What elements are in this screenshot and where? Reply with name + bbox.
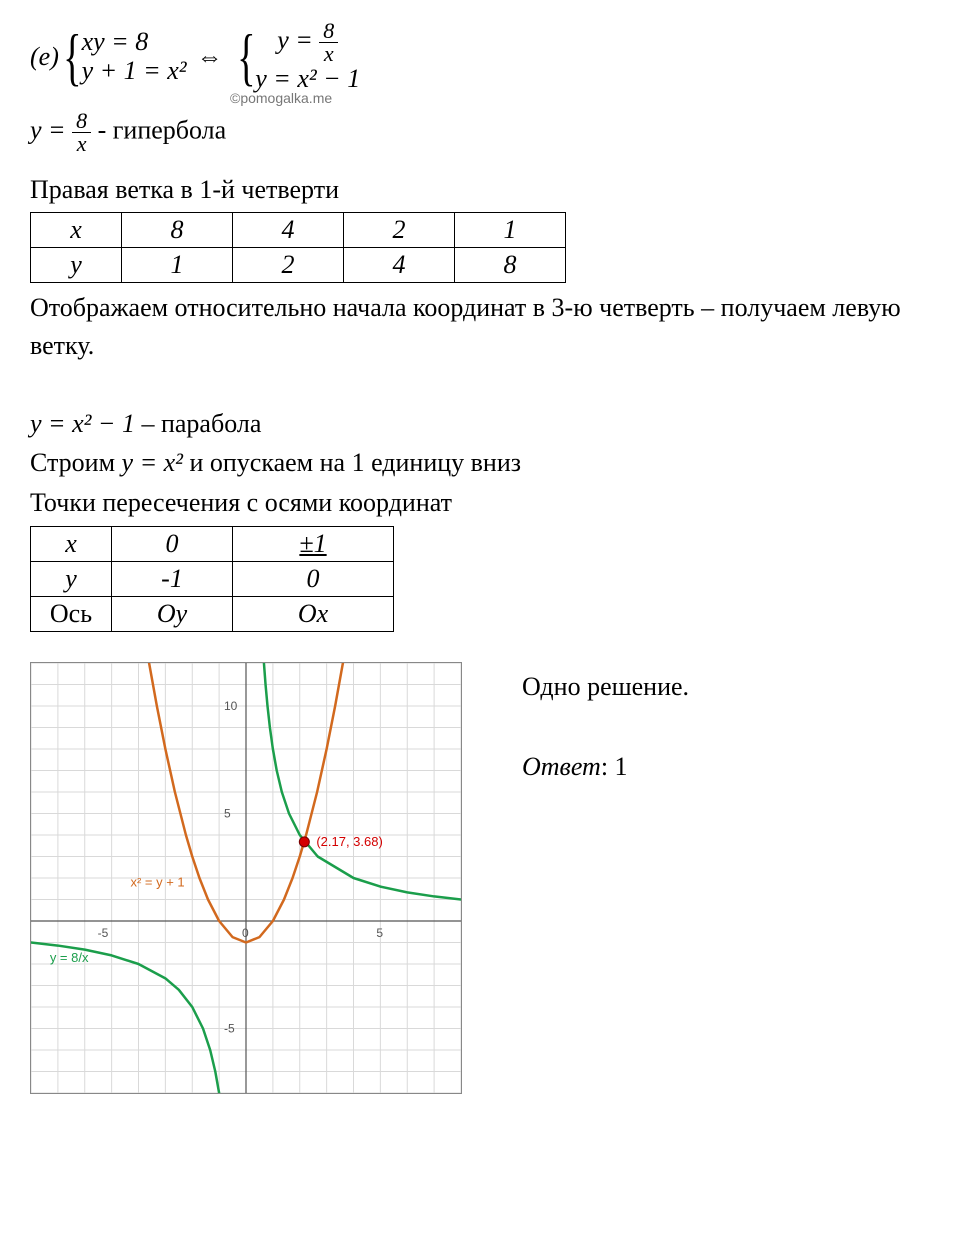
answer-line: Ответ: 1: [522, 752, 689, 782]
brace-left: {: [63, 25, 81, 89]
table-cell: 8: [122, 213, 233, 248]
frac-hyper: 8 x: [72, 110, 91, 155]
sys-right-eq1: y = 8 x: [255, 20, 360, 65]
frac-8-over-x: 8 x: [319, 20, 338, 65]
svg-text:y = 8/x: y = 8/x: [50, 950, 89, 965]
problem-label: (е): [30, 42, 59, 72]
reflect-text: Отображаем относительно начала координат…: [30, 289, 930, 364]
watermark: ©pomogalka.me: [230, 90, 960, 106]
chart-row: -5 0 5 -5 5 10 (2.17, 3.68) x² = y + 1 y = 8/x О…: [30, 662, 930, 1094]
table-parabola: x0±1y-10ОсьOyOx: [30, 526, 394, 632]
svg-text:5: 5: [376, 926, 383, 940]
hyperbola-line: y = 8 x - гипербола: [30, 110, 930, 155]
equation-system: (е) { xy = 8 y + 1 = x² ⇔ { y = 8 x y = …: [30, 20, 930, 94]
table-cell: 2: [344, 213, 455, 248]
table-hyperbola: x8421y1248: [30, 212, 566, 283]
system-left: xy = 8 y + 1 = x²: [82, 28, 187, 85]
build-line: Строим y = x² и опускаем на 1 единицу вн…: [30, 444, 930, 482]
answer-label: Ответ: [522, 752, 601, 781]
sys-left-eq2: y + 1 = x²: [82, 57, 187, 86]
table-cell: 0: [233, 561, 394, 596]
svg-text:(2.17, 3.68): (2.17, 3.68): [316, 834, 383, 849]
table-cell: 2: [233, 248, 344, 283]
branch-text: Правая ветка в 1-й четверти: [30, 171, 930, 209]
svg-text:0: 0: [242, 926, 249, 940]
table-cell: 1: [122, 248, 233, 283]
svg-text:x² = y + 1: x² = y + 1: [130, 874, 184, 889]
svg-text:-5: -5: [98, 926, 109, 940]
table-cell: 4: [233, 213, 344, 248]
table-cell: 4: [344, 248, 455, 283]
svg-text:-5: -5: [224, 1021, 235, 1035]
svg-text:5: 5: [224, 806, 231, 820]
table-cell: 1: [455, 213, 566, 248]
intersect-text: Точки пересечения с осями координат: [30, 484, 930, 522]
table-cell: -1: [112, 561, 233, 596]
answer-value: : 1: [601, 752, 628, 781]
sys-left-eq1: xy = 8: [82, 28, 187, 57]
system-right: y = 8 x y = x² − 1: [255, 20, 360, 94]
table-cell: y: [31, 561, 112, 596]
parabola-line: y = x² − 1 – парабола: [30, 405, 930, 443]
chart-svg: -5 0 5 -5 5 10 (2.17, 3.68) x² = y + 1 y = 8/x: [31, 663, 461, 1093]
equiv-symbol: ⇔: [197, 42, 223, 72]
brace-right: {: [237, 25, 255, 89]
table-cell: Oy: [112, 596, 233, 631]
table-cell: Ox: [233, 596, 394, 631]
table-cell: x: [31, 213, 122, 248]
chart: -5 0 5 -5 5 10 (2.17, 3.68) x² = y + 1 y = 8/x: [30, 662, 462, 1094]
page: (е) { xy = 8 y + 1 = x² ⇔ { y = 8 x y = …: [0, 0, 960, 1245]
table-cell: 0: [112, 526, 233, 561]
table-cell: ±1: [233, 526, 394, 561]
table-cell: 8: [455, 248, 566, 283]
table-cell: x: [31, 526, 112, 561]
svg-text:10: 10: [224, 699, 238, 713]
table-cell: y: [31, 248, 122, 283]
table-cell: Ось: [31, 596, 112, 631]
solution-text: Одно решение.: [522, 672, 689, 702]
solution-side: Одно решение. Ответ: 1: [522, 662, 689, 782]
